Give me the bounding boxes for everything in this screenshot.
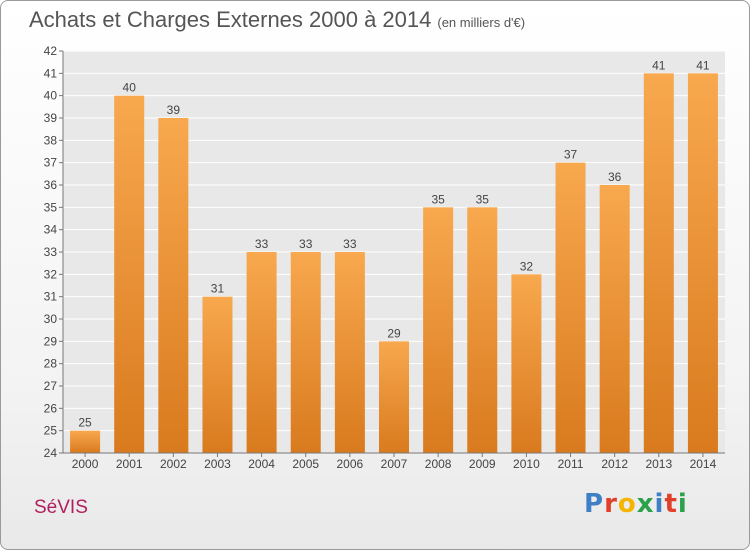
data-label: 25 [78, 416, 92, 430]
data-label: 33 [343, 237, 357, 251]
chart-title: Achats et Charges Externes 2000 à 2014 (e… [29, 7, 525, 33]
y-tick-label: 29 [44, 334, 58, 348]
data-label: 41 [696, 58, 710, 72]
y-tick-label: 25 [44, 424, 58, 438]
data-labels: 25 40 39 31 33 33 33 29 35 35 32 37 36 41 41 [78, 58, 710, 429]
y-tick-label: 30 [44, 312, 58, 326]
bar [114, 95, 145, 454]
y-tick-label: 40 [44, 89, 58, 103]
y-tick-label: 35 [44, 200, 58, 214]
x-tick-label: 2003 [204, 457, 231, 471]
x-tick-label: 2014 [690, 457, 717, 471]
y-tick-label: 24 [44, 446, 58, 460]
logo-letter: t [664, 489, 678, 519]
x-tick-label: 2007 [381, 457, 408, 471]
bar [290, 252, 321, 453]
data-label: 37 [564, 148, 578, 162]
y-tick-label: 33 [44, 245, 58, 259]
y-tick-label: 38 [44, 133, 58, 147]
proxiti-logo: Proxiti [584, 489, 688, 519]
logo-letter: x [636, 489, 655, 519]
y-tick-label: 32 [44, 267, 58, 281]
x-tick-label: 2006 [337, 457, 364, 471]
data-label: 39 [167, 103, 181, 117]
bar [423, 207, 454, 453]
x-tick-label: 2001 [116, 457, 143, 471]
chart-subtitle: (en milliers d'€) [437, 15, 526, 30]
bar [599, 185, 630, 453]
y-tick-label: 42 [44, 44, 58, 58]
logo-letter: o [617, 489, 637, 519]
axes: 24 25 26 27 28 29 30 31 32 33 34 35 36 37 38 39 40 41 42 20… [44, 44, 725, 471]
data-label: 40 [123, 81, 137, 95]
y-tick-label: 26 [44, 401, 58, 415]
bar [70, 430, 101, 453]
x-tick-label: 2012 [601, 457, 628, 471]
logo-letter: r [604, 489, 618, 519]
bar [378, 341, 410, 453]
y-tick-label: 34 [44, 223, 58, 237]
bar [555, 162, 586, 453]
chart-title-text: Achats et Charges Externes 2000 à 2014 [29, 7, 432, 32]
y-tick-label: 39 [44, 111, 58, 125]
bar [202, 296, 233, 453]
data-label: 41 [652, 58, 666, 72]
data-label: 31 [211, 282, 225, 296]
bar [643, 73, 674, 453]
logo-letter: i [677, 489, 688, 519]
bars [70, 73, 718, 454]
y-tick-label: 28 [44, 357, 58, 371]
x-tick-label: 2011 [558, 457, 584, 471]
x-tick-label: 2005 [292, 457, 319, 471]
x-tick-label: 2013 [645, 457, 672, 471]
x-tick-label: 2000 [72, 457, 99, 471]
bar [511, 274, 542, 453]
x-tick-label: 2010 [513, 457, 540, 471]
data-label: 35 [431, 192, 445, 206]
bar [467, 207, 498, 453]
x-tick-label: 2004 [248, 457, 275, 471]
bar [158, 118, 189, 453]
data-label: 32 [520, 259, 534, 273]
data-label: 29 [387, 326, 401, 340]
data-label: 35 [476, 192, 490, 206]
data-label: 36 [608, 170, 622, 184]
y-tick-label: 41 [44, 66, 58, 80]
x-tick-label: 2008 [425, 457, 452, 471]
y-tick-label: 31 [44, 290, 58, 304]
x-tick-label: 2002 [160, 457, 187, 471]
x-tick-label: 2009 [469, 457, 496, 471]
y-tick-label: 37 [44, 156, 58, 170]
y-tick-label: 36 [44, 178, 58, 192]
place-name: SéVIS [34, 497, 88, 518]
data-label: 33 [255, 237, 269, 251]
y-tick-label: 27 [44, 379, 58, 393]
data-label: 33 [299, 237, 313, 251]
bar [246, 252, 277, 453]
logo-letter: P [584, 489, 605, 519]
logo-letter: i [654, 489, 665, 519]
bar [687, 73, 718, 453]
bar [334, 252, 365, 453]
